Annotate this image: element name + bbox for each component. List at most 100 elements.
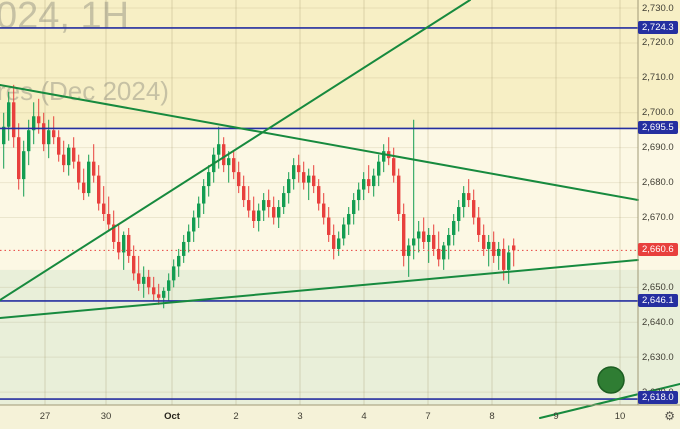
watermark-line1: 024, 1H xyxy=(0,0,129,37)
candle-body xyxy=(502,248,506,270)
candle-body xyxy=(107,214,111,225)
candle-body xyxy=(272,207,276,218)
trendline[interactable] xyxy=(0,84,639,201)
candle-body xyxy=(7,102,11,127)
candle-body xyxy=(102,203,106,215)
price-tick-label: 2,720.0 xyxy=(642,37,674,49)
candle-body xyxy=(422,231,426,242)
level-price-label: 2,646.1 xyxy=(638,293,678,307)
level-price-label: 2,618.0 xyxy=(638,391,678,404)
candle-body xyxy=(127,234,131,256)
candle-body xyxy=(227,158,231,166)
candle-body xyxy=(192,217,196,232)
candle-body xyxy=(82,182,86,194)
candle-body xyxy=(202,186,206,204)
candle-body xyxy=(287,179,291,194)
candle-body xyxy=(312,175,316,187)
candle-body xyxy=(112,224,116,242)
candle-body xyxy=(412,238,416,246)
candle-body xyxy=(337,238,341,249)
gear-icon[interactable]: ⚙ xyxy=(664,409,675,423)
candle-body xyxy=(457,207,461,222)
candle-body xyxy=(432,234,436,249)
candle-body xyxy=(317,186,321,204)
candle-body xyxy=(187,231,191,242)
time-tick-label: 7 xyxy=(425,411,431,422)
candle-body xyxy=(382,151,386,162)
candle-body xyxy=(377,161,381,176)
candle-body xyxy=(42,123,46,145)
trendline[interactable] xyxy=(0,259,639,319)
price-zone xyxy=(0,0,680,129)
price-tick-label: 2,630.0 xyxy=(642,351,674,363)
price-tick-label: 2,710.0 xyxy=(642,72,674,84)
price-axis[interactable]: 2,730.0 2,720.0 2,710.0 2,700.0 2,690.0 2,680… xyxy=(638,0,680,405)
candle-body xyxy=(392,158,396,176)
candle-body xyxy=(57,137,61,155)
drawing-circle[interactable] xyxy=(597,366,625,394)
time-tick-label: 3 xyxy=(297,411,303,422)
candle-body xyxy=(152,287,156,295)
candle-body xyxy=(462,193,466,208)
time-tick-label: 9 xyxy=(553,411,559,422)
candle-body xyxy=(282,193,286,208)
candle-body xyxy=(372,175,376,187)
candle-body xyxy=(437,248,441,260)
time-tick-label: 8 xyxy=(489,411,495,422)
price-tick-label: 2,690.0 xyxy=(642,142,674,154)
candle-body xyxy=(262,200,266,211)
candle-body xyxy=(77,161,81,183)
candle-body xyxy=(492,241,496,256)
trendline[interactable] xyxy=(539,383,680,419)
candle-body xyxy=(267,200,271,208)
watermark-line2: res (Dec 2024) xyxy=(0,76,169,106)
candle-body xyxy=(17,137,21,180)
candle-body xyxy=(22,151,26,180)
candle-body xyxy=(357,189,361,201)
candle-body xyxy=(242,186,246,201)
time-tick-label: 2 xyxy=(233,411,239,422)
candle-body xyxy=(252,210,256,222)
candle-body xyxy=(32,116,36,131)
time-tick-label: 30 xyxy=(100,411,112,422)
time-axis-strip xyxy=(0,405,680,429)
candle-body xyxy=(167,280,171,291)
candle-body xyxy=(27,130,31,152)
candle-body xyxy=(322,203,326,218)
price-tick-label: 2,670.0 xyxy=(642,212,674,223)
last-price-label: 2,660.6 xyxy=(638,243,678,257)
candle-body xyxy=(487,241,491,249)
time-tick-label: Oct xyxy=(164,411,180,422)
candle-body xyxy=(52,130,56,138)
candle-body xyxy=(67,147,71,166)
level-price-label: 2,695.5 xyxy=(638,121,678,135)
candle-body xyxy=(122,234,126,253)
candle-body xyxy=(147,276,151,288)
trendline[interactable] xyxy=(0,0,471,301)
candle-body xyxy=(497,248,501,256)
candle-body xyxy=(452,221,456,235)
candle-body xyxy=(97,175,101,204)
candle-body xyxy=(2,126,6,145)
candle-body xyxy=(87,161,91,194)
candle-body xyxy=(427,234,431,242)
candle-body xyxy=(182,241,186,256)
candle-body xyxy=(442,245,446,260)
candle-body xyxy=(217,144,221,155)
candle-body xyxy=(307,175,311,183)
candle-body xyxy=(467,193,471,201)
price-tick-label: 2,680.0 xyxy=(642,177,674,189)
time-tick-label: 4 xyxy=(361,411,367,422)
candle-body xyxy=(222,144,226,166)
candle-body xyxy=(292,165,296,180)
candle-body xyxy=(347,214,351,225)
candle-body xyxy=(37,116,41,124)
time-axis[interactable]: ⚙ 27 30 Oct 2 3 4 7 8 9 10 xyxy=(0,405,680,429)
candle-body xyxy=(277,207,281,218)
candle-body xyxy=(362,179,366,190)
candle-body xyxy=(327,217,331,235)
candle-body xyxy=(177,255,181,267)
candle-body xyxy=(137,273,141,284)
